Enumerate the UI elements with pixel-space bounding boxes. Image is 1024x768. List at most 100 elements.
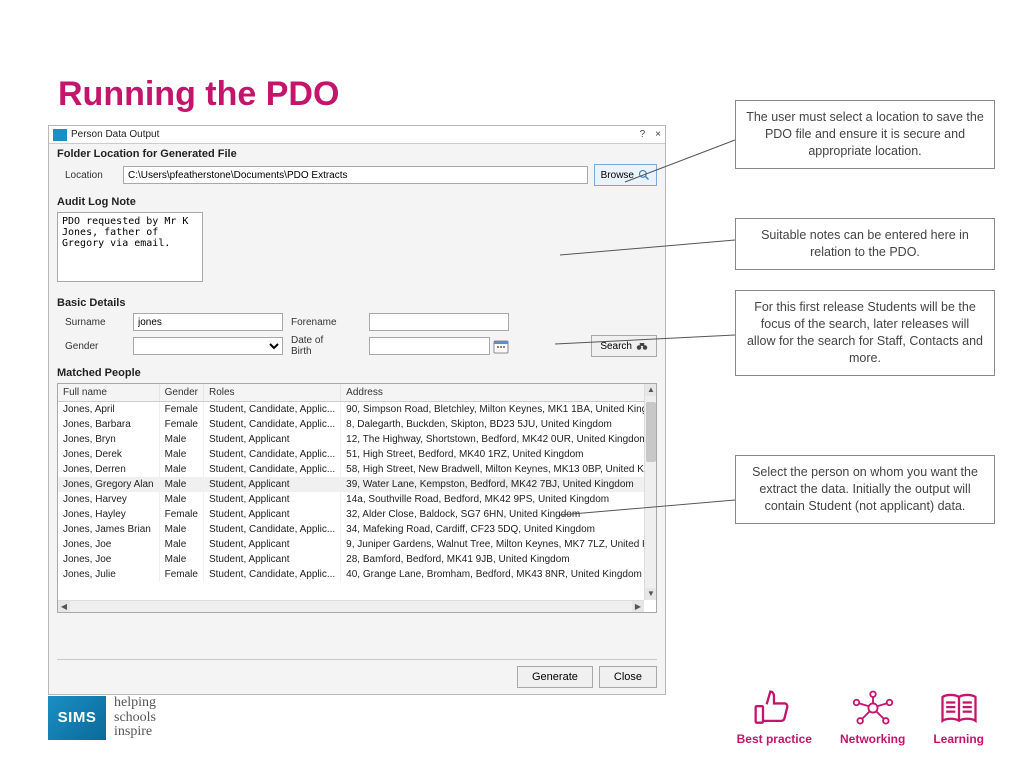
gender-label: Gender: [65, 341, 117, 352]
window-title: Person Data Output: [71, 129, 159, 140]
matched-people-table: Full nameGenderRolesAddress Jones, April…: [57, 383, 657, 613]
table-cell: Student, Applicant: [203, 507, 340, 522]
column-header[interactable]: Gender: [159, 384, 203, 402]
networking-badge: Networking: [840, 688, 905, 746]
table-row[interactable]: Jones, HarveyMaleStudent, Applicant14a, …: [58, 492, 654, 507]
table-cell: Student, Candidate, Applic...: [203, 402, 340, 418]
scroll-down-icon[interactable]: ▼: [645, 588, 657, 600]
page-title: Running the PDO: [58, 75, 339, 114]
table-cell: Male: [159, 447, 203, 462]
callout-search: For this first release Students will be …: [735, 290, 995, 376]
table-cell: Male: [159, 537, 203, 552]
vertical-scrollbar[interactable]: ▲ ▼: [644, 384, 656, 600]
column-header[interactable]: Full name: [58, 384, 159, 402]
table-cell: Student, Applicant: [203, 432, 340, 447]
table-cell: 90, Simpson Road, Bletchley, Milton Keyn…: [341, 402, 655, 418]
table-cell: Male: [159, 477, 203, 492]
callout-notes: Suitable notes can be entered here in re…: [735, 218, 995, 270]
folder-section-header: Folder Location for Generated File: [49, 144, 665, 162]
table-row[interactable]: Jones, JulieFemaleStudent, Candidate, Ap…: [58, 567, 654, 582]
table-row[interactable]: Jones, DerekMaleStudent, Candidate, Appl…: [58, 447, 654, 462]
callout-location: The user must select a location to save …: [735, 100, 995, 169]
sims-branding: SIMS helping schools inspire: [48, 696, 156, 740]
scroll-thumb[interactable]: [646, 402, 656, 462]
table-cell: Jones, Joe: [58, 537, 159, 552]
table-cell: Female: [159, 567, 203, 582]
table-row[interactable]: Jones, AprilFemaleStudent, Candidate, Ap…: [58, 402, 654, 418]
browse-button-label: Browse: [601, 170, 634, 181]
table-cell: 12, The Highway, Shortstown, Bedford, MK…: [341, 432, 655, 447]
column-header[interactable]: Roles: [203, 384, 340, 402]
sims-tagline: helping schools inspire: [114, 696, 156, 740]
table-cell: Student, Applicant: [203, 477, 340, 492]
table-cell: 9, Juniper Gardens, Walnut Tree, Milton …: [341, 537, 655, 552]
table-cell: Jones, James Brian: [58, 522, 159, 537]
search-button-label: Search: [600, 341, 632, 352]
table-cell: 8, Dalegarth, Buckden, Skipton, BD23 5JU…: [341, 417, 655, 432]
table-row[interactable]: Jones, Gregory AlanMaleStudent, Applican…: [58, 477, 654, 492]
audit-section-header: Audit Log Note: [49, 192, 665, 210]
surname-input[interactable]: [133, 313, 283, 331]
table-cell: Student, Applicant: [203, 552, 340, 567]
table-cell: 32, Alder Close, Baldock, SG7 6HN, Unite…: [341, 507, 655, 522]
close-icon[interactable]: ×: [655, 129, 661, 140]
search-icon: [638, 169, 650, 181]
table-cell: Student, Candidate, Applic...: [203, 522, 340, 537]
table-cell: 39, Water Lane, Kempston, Bedford, MK42 …: [341, 477, 655, 492]
audit-note-input[interactable]: PDO requested by Mr K Jones, father of G…: [57, 212, 203, 282]
scroll-up-icon[interactable]: ▲: [645, 384, 657, 396]
table-cell: Student, Candidate, Applic...: [203, 447, 340, 462]
table-row[interactable]: Jones, HayleyFemaleStudent, Applicant32,…: [58, 507, 654, 522]
close-button[interactable]: Close: [599, 666, 657, 688]
table-row[interactable]: Jones, DerrenMaleStudent, Candidate, App…: [58, 462, 654, 477]
forename-input[interactable]: [369, 313, 509, 331]
table-cell: Male: [159, 432, 203, 447]
table-cell: 51, High Street, Bedford, MK40 1RZ, Unit…: [341, 447, 655, 462]
table-row[interactable]: Jones, JoeMaleStudent, Applicant9, Junip…: [58, 537, 654, 552]
dob-input[interactable]: [369, 337, 490, 355]
table-cell: Male: [159, 492, 203, 507]
gender-select[interactable]: [133, 337, 283, 355]
table-cell: Female: [159, 417, 203, 432]
table-cell: 14a, Southville Road, Bedford, MK42 9PS,…: [341, 492, 655, 507]
generate-button[interactable]: Generate: [517, 666, 593, 688]
table-row[interactable]: Jones, BrynMaleStudent, Applicant12, The…: [58, 432, 654, 447]
table-cell: 34, Mafeking Road, Cardiff, CF23 5DQ, Un…: [341, 522, 655, 537]
best-practice-badge: Best practice: [737, 688, 812, 746]
dob-label: Date of Birth: [291, 335, 343, 357]
browse-button[interactable]: Browse: [594, 164, 657, 186]
pdo-window: Person Data Output ? × Folder Location f…: [48, 125, 666, 695]
table-cell: Jones, Derren: [58, 462, 159, 477]
table-cell: Jones, Joe: [58, 552, 159, 567]
app-logo-icon: [53, 129, 67, 141]
table-cell: Student, Candidate, Applic...: [203, 417, 340, 432]
table-row[interactable]: Jones, BarbaraFemaleStudent, Candidate, …: [58, 417, 654, 432]
search-button[interactable]: Search: [591, 335, 657, 357]
binoculars-icon: [636, 340, 648, 352]
column-header[interactable]: Address: [341, 384, 655, 402]
learning-badge: Learning: [933, 688, 984, 746]
callout-select: Select the person on whom you want the e…: [735, 455, 995, 524]
sims-logo: SIMS: [48, 696, 106, 740]
help-icon[interactable]: ?: [640, 129, 646, 140]
scroll-left-icon[interactable]: ◀: [58, 601, 70, 613]
table-cell: Student, Applicant: [203, 492, 340, 507]
matched-section-header: Matched People: [49, 363, 665, 381]
surname-label: Surname: [65, 317, 117, 328]
location-input[interactable]: [123, 166, 588, 184]
footer-icons: Best practice Networking Learning: [737, 688, 984, 746]
location-label: Location: [65, 170, 117, 181]
table-cell: Student, Candidate, Applic...: [203, 567, 340, 582]
table-cell: Male: [159, 522, 203, 537]
table-cell: 28, Bamford, Bedford, MK41 9JB, United K…: [341, 552, 655, 567]
basic-section-header: Basic Details: [49, 293, 665, 311]
table-cell: Jones, Julie: [58, 567, 159, 582]
table-row[interactable]: Jones, JoeMaleStudent, Applicant28, Bamf…: [58, 552, 654, 567]
table-cell: Jones, Hayley: [58, 507, 159, 522]
table-cell: 58, High Street, New Bradwell, Milton Ke…: [341, 462, 655, 477]
table-row[interactable]: Jones, James BrianMaleStudent, Candidate…: [58, 522, 654, 537]
calendar-icon[interactable]: [493, 338, 509, 354]
book-icon: [937, 688, 981, 728]
scroll-right-icon[interactable]: ▶: [632, 601, 644, 613]
horizontal-scrollbar[interactable]: ◀ ▶: [58, 600, 644, 612]
